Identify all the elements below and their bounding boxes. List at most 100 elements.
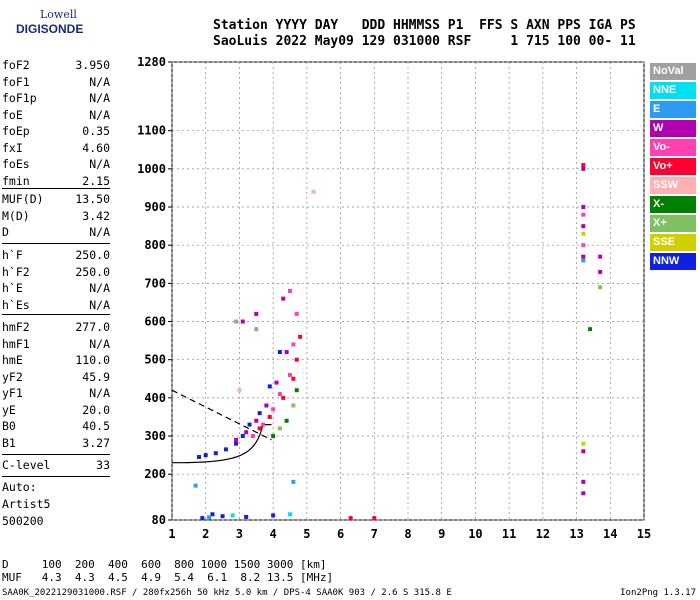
param-value: 3.42 bbox=[82, 208, 110, 223]
param-name: h`Es bbox=[2, 297, 30, 312]
param-name: foF2 bbox=[2, 58, 30, 72]
echo-point bbox=[581, 491, 586, 496]
y-tick-label: 800 bbox=[144, 238, 166, 252]
param-name: B1 bbox=[2, 435, 16, 450]
echo-point bbox=[581, 479, 586, 484]
auto-label: Auto: bbox=[2, 480, 37, 494]
param-row: hmF1 N/A bbox=[2, 337, 168, 353]
x-tick-label: 2 bbox=[202, 527, 209, 541]
param-name: C-level bbox=[2, 458, 51, 472]
param-row: hmF2 277.0 bbox=[2, 320, 168, 336]
legend-item: W bbox=[650, 120, 696, 137]
x-tick-label: 13 bbox=[569, 527, 583, 541]
echo-point bbox=[237, 388, 242, 393]
legend-item: NNW bbox=[650, 253, 696, 270]
legend-item: NoVal bbox=[650, 63, 696, 80]
echo-point bbox=[274, 380, 279, 385]
echo-point bbox=[291, 376, 296, 381]
param-divider bbox=[2, 314, 110, 315]
echo-point bbox=[234, 319, 239, 324]
param-value: N/A bbox=[89, 157, 110, 171]
param-value: N/A bbox=[89, 386, 110, 400]
echo-point bbox=[261, 422, 266, 427]
param-row: fmin 2.15 bbox=[2, 174, 168, 190]
legend-item: X- bbox=[650, 196, 696, 213]
auto-artist-name: Artist5 bbox=[2, 497, 51, 511]
echo-point bbox=[277, 350, 282, 355]
y-tick-label: 600 bbox=[144, 315, 166, 329]
y-tick-label: 200 bbox=[144, 467, 166, 481]
echo-point bbox=[244, 514, 249, 519]
echo-point bbox=[250, 434, 255, 439]
param-row: C-level 33 bbox=[2, 458, 168, 474]
echo-point bbox=[240, 319, 245, 324]
echo-point bbox=[288, 512, 292, 517]
echo-point bbox=[264, 403, 269, 408]
legend-item: X+ bbox=[650, 215, 696, 232]
echo-point bbox=[598, 269, 603, 274]
param-name: hmE bbox=[2, 353, 23, 367]
x-tick-label: 3 bbox=[236, 527, 243, 541]
echo-point bbox=[581, 258, 586, 263]
param-name: B0 bbox=[2, 419, 16, 433]
param-row: D N/A bbox=[2, 225, 168, 241]
param-value: 2.15 bbox=[82, 173, 110, 188]
echo-point bbox=[588, 327, 593, 332]
echo-point bbox=[581, 254, 586, 259]
echo-point bbox=[581, 441, 586, 446]
param-row: h`Es N/A bbox=[2, 298, 168, 314]
param-name: foF1 bbox=[2, 74, 30, 89]
echo-point bbox=[581, 166, 586, 171]
param-row: foF2 3.950 bbox=[2, 58, 168, 74]
echo-point bbox=[213, 451, 218, 456]
param-value: 45.9 bbox=[82, 369, 110, 384]
logo-lowell-text: Lowell bbox=[40, 8, 77, 21]
x-tick-label: 9 bbox=[438, 527, 445, 541]
echo-point bbox=[223, 447, 228, 452]
param-value: N/A bbox=[89, 107, 110, 122]
echo-point bbox=[291, 342, 296, 347]
legend-item: SSE bbox=[650, 234, 696, 251]
x-tick-label: 11 bbox=[502, 527, 516, 541]
echo-point bbox=[271, 513, 276, 518]
echo-point bbox=[298, 334, 303, 339]
param-name: foEs bbox=[2, 157, 30, 171]
echo-point bbox=[257, 411, 262, 416]
param-name: yF2 bbox=[2, 369, 23, 384]
x-tick-label: 14 bbox=[603, 527, 617, 541]
param-value: 3.27 bbox=[82, 435, 110, 450]
param-row: foEs N/A bbox=[2, 157, 168, 173]
param-row: foF1 N/A bbox=[2, 75, 168, 91]
param-value: 277.0 bbox=[75, 320, 110, 334]
param-name: fxI bbox=[2, 140, 23, 155]
param-divider bbox=[2, 188, 110, 189]
param-value: 250.0 bbox=[75, 248, 110, 262]
echo-point bbox=[220, 514, 225, 519]
x-tick-label: 12 bbox=[536, 527, 550, 541]
param-value: N/A bbox=[89, 225, 110, 239]
legend-item: NNE bbox=[650, 82, 696, 99]
echo-point bbox=[200, 516, 205, 521]
echo-point bbox=[267, 384, 272, 389]
echo-point bbox=[581, 243, 586, 248]
logo-digisonde-text: DIGISONDE bbox=[16, 22, 84, 36]
muf-row: MUF 4.3 4.3 4.5 4.9 5.4 6.1 8.2 13.5 [MH… bbox=[2, 571, 334, 584]
param-divider bbox=[2, 454, 110, 455]
x-tick-label: 10 bbox=[468, 527, 482, 541]
echo-point bbox=[234, 437, 239, 442]
legend-item: Vo- bbox=[650, 139, 696, 156]
x-tick-label: 4 bbox=[270, 527, 277, 541]
echo-point bbox=[288, 372, 292, 377]
y-tick-label: 80 bbox=[152, 513, 166, 527]
echo-point bbox=[348, 516, 353, 521]
legend-item: Vo+ bbox=[650, 158, 696, 175]
param-value: 40.5 bbox=[82, 419, 110, 433]
param-value: 3.950 bbox=[75, 58, 110, 72]
echo-point bbox=[581, 163, 586, 168]
param-row: fxI 4.60 bbox=[2, 141, 168, 157]
echo-point bbox=[254, 418, 259, 423]
param-name: M(D) bbox=[2, 208, 30, 223]
echo-point bbox=[284, 418, 289, 423]
param-row: yF1 N/A bbox=[2, 386, 168, 402]
